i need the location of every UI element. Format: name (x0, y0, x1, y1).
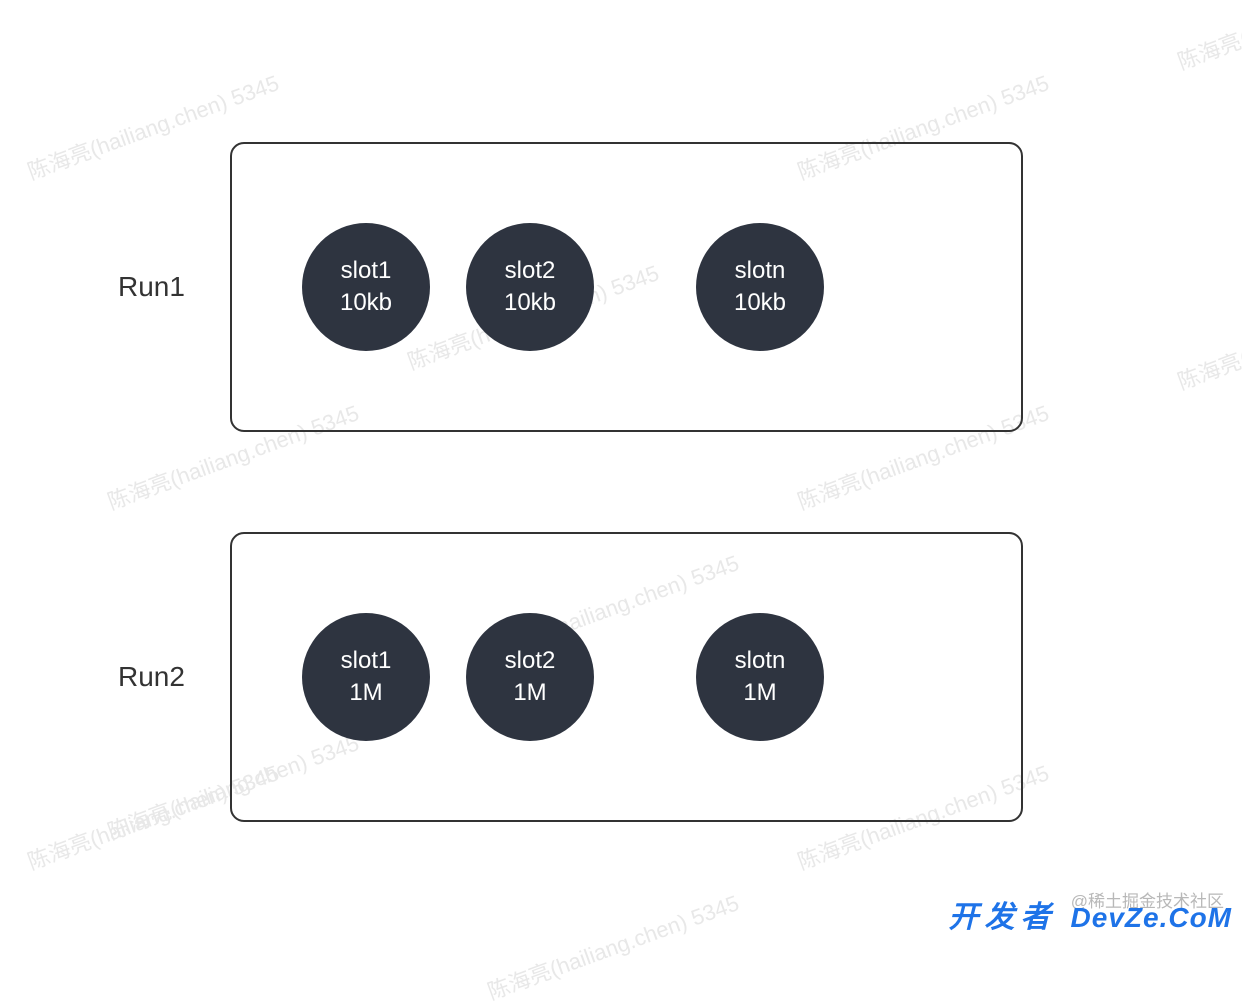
watermark: 陈海亮(hailiang.chen) 5345 (1173, 276, 1242, 397)
watermark: 陈海亮(hailiang.chen) 5345 (483, 886, 743, 1006)
slot-size: 10kb (504, 287, 556, 319)
run1-slotn: slotn 10kb (696, 223, 824, 351)
slot-name: slot1 (341, 645, 392, 677)
run1-label: Run1 (0, 271, 230, 303)
slot-size: 10kb (734, 287, 786, 319)
watermark: 陈海亮(hailiang.chen) 5345 (1173, 0, 1242, 76)
slot-name: slotn (735, 645, 786, 677)
slot-size: 10kb (340, 287, 392, 319)
slot-size: 1M (743, 677, 776, 709)
run2-row: Run2 slot1 1M slot2 1M slotn 1M (0, 532, 1023, 822)
run1-slot1: slot1 10kb (302, 223, 430, 351)
run2-container: slot1 1M slot2 1M slotn 1M (230, 532, 1023, 822)
run1-slot2: slot2 10kb (466, 223, 594, 351)
run1-row: Run1 slot1 10kb slot2 10kb slotn 10kb (0, 142, 1023, 432)
brand-en: DevZe.CoM (1071, 902, 1232, 934)
run2-slot1: slot1 1M (302, 613, 430, 741)
slot-name: slot2 (505, 645, 556, 677)
slot-name: slot2 (505, 255, 556, 287)
footer-brand: 开发者 DevZe.CoM (949, 892, 1232, 936)
run2-slotn: slotn 1M (696, 613, 824, 741)
slot-size: 1M (349, 677, 382, 709)
slot-name: slotn (735, 255, 786, 287)
run2-slot2: slot2 1M (466, 613, 594, 741)
slot-size: 1M (513, 677, 546, 709)
brand-cn: 开发者 (949, 892, 1057, 936)
run2-label: Run2 (0, 661, 230, 693)
run1-container: slot1 10kb slot2 10kb slotn 10kb (230, 142, 1023, 432)
slot-name: slot1 (341, 255, 392, 287)
